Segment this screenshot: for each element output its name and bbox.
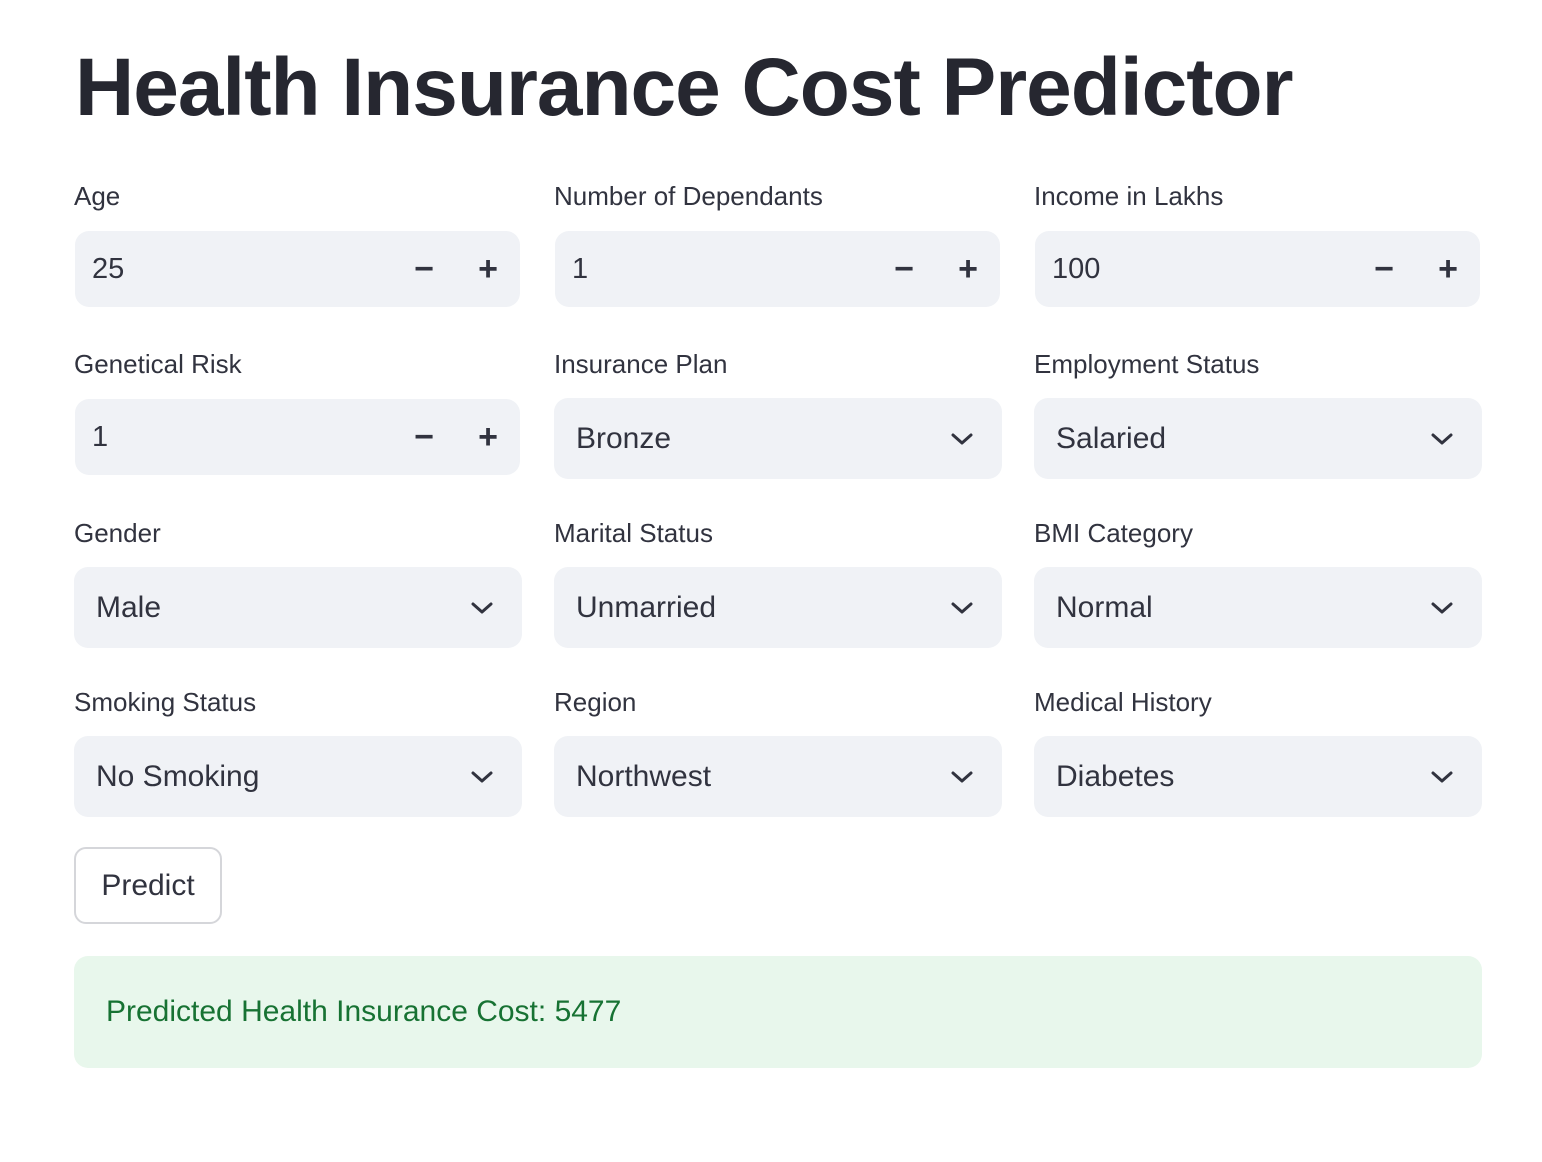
medical-history-value: Diabetes bbox=[1056, 759, 1175, 793]
smoking-status-select[interactable]: No Smoking bbox=[74, 736, 522, 817]
gender-label: Gender bbox=[74, 518, 161, 548]
income-increment-button[interactable]: + bbox=[1438, 249, 1458, 288]
dependants-value[interactable]: 1 bbox=[572, 252, 589, 285]
insurance-plan-select[interactable]: Bronze bbox=[554, 398, 1002, 479]
income-input[interactable]: 100 − + bbox=[1035, 231, 1480, 307]
income-label: Income in Lakhs bbox=[1034, 181, 1224, 211]
predict-button[interactable]: Predict bbox=[74, 847, 222, 924]
income-decrement-button[interactable]: − bbox=[1374, 249, 1394, 288]
income-value[interactable]: 100 bbox=[1052, 252, 1101, 285]
age-value[interactable]: 25 bbox=[92, 252, 125, 285]
medical-history-select[interactable]: Diabetes bbox=[1034, 736, 1482, 817]
chevron-down-icon[interactable] bbox=[1422, 419, 1462, 459]
genetical-risk-field: Genetical Risk 1 − + bbox=[74, 347, 522, 475]
age-decrement-button[interactable]: − bbox=[414, 249, 434, 288]
chevron-down-icon[interactable] bbox=[462, 757, 502, 797]
chevron-down-icon[interactable] bbox=[942, 757, 982, 797]
insurance-plan-field: Insurance Plan Bronze bbox=[554, 347, 1002, 479]
region-value: Northwest bbox=[576, 759, 712, 793]
insurance-plan-label: Insurance Plan bbox=[554, 349, 728, 379]
bmi-category-field: BMI Category Normal bbox=[1034, 516, 1482, 648]
dependants-decrement-button[interactable]: − bbox=[894, 249, 914, 288]
marital-status-label: Marital Status bbox=[554, 518, 713, 548]
region-field: Region Northwest bbox=[554, 685, 1002, 817]
marital-status-value: Unmarried bbox=[576, 590, 717, 624]
medical-history-label: Medical History bbox=[1034, 687, 1212, 717]
chevron-down-icon[interactable] bbox=[1422, 757, 1462, 797]
employment-status-field: Employment Status Salaried bbox=[1034, 347, 1482, 479]
page-title: Health Insurance Cost Predictor bbox=[75, 42, 1294, 133]
region-select[interactable]: Northwest bbox=[554, 736, 1002, 817]
employment-status-label: Employment Status bbox=[1034, 349, 1260, 379]
marital-status-field: Marital Status Unmarried bbox=[554, 516, 1002, 648]
genetical-risk-value[interactable]: 1 bbox=[92, 420, 109, 453]
gender-select[interactable]: Male bbox=[74, 567, 522, 648]
smoking-status-field: Smoking Status No Smoking bbox=[74, 685, 522, 817]
smoking-status-label: Smoking Status bbox=[74, 687, 257, 717]
age-increment-button[interactable]: + bbox=[478, 249, 498, 288]
marital-status-select[interactable]: Unmarried bbox=[554, 567, 1002, 648]
genetical-risk-label: Genetical Risk bbox=[74, 349, 242, 379]
genetical-risk-increment-button[interactable]: + bbox=[478, 417, 498, 456]
prediction-result-text: Predicted Health Insurance Cost: 5477 bbox=[106, 995, 622, 1028]
chevron-down-icon[interactable] bbox=[462, 588, 502, 628]
medical-history-field: Medical History Diabetes bbox=[1034, 685, 1482, 817]
dependants-input[interactable]: 1 − + bbox=[555, 231, 1000, 307]
age-label: Age bbox=[74, 181, 121, 211]
age-input[interactable]: 25 − + bbox=[75, 231, 520, 307]
gender-field: Gender Male bbox=[74, 516, 522, 648]
chevron-down-icon[interactable] bbox=[942, 419, 982, 459]
genetical-risk-decrement-button[interactable]: − bbox=[414, 417, 434, 456]
prediction-result-alert: Predicted Health Insurance Cost: 5477 bbox=[74, 956, 1482, 1068]
employment-status-value: Salaried bbox=[1056, 421, 1167, 455]
genetical-risk-input[interactable]: 1 − + bbox=[75, 399, 520, 475]
region-label: Region bbox=[554, 687, 637, 717]
bmi-category-select[interactable]: Normal bbox=[1034, 567, 1482, 648]
chevron-down-icon[interactable] bbox=[1422, 588, 1462, 628]
bmi-category-label: BMI Category bbox=[1034, 518, 1193, 548]
dependants-field: Number of Dependants 1 − + bbox=[554, 179, 1002, 307]
smoking-status-value: No Smoking bbox=[96, 759, 260, 793]
bmi-category-value: Normal bbox=[1056, 590, 1153, 624]
gender-value: Male bbox=[96, 590, 162, 624]
income-field: Income in Lakhs 100 − + bbox=[1034, 179, 1482, 307]
dependants-label: Number of Dependants bbox=[554, 181, 823, 211]
insurance-plan-value: Bronze bbox=[576, 421, 672, 455]
chevron-down-icon[interactable] bbox=[942, 588, 982, 628]
age-field: Age 25 − + bbox=[74, 179, 522, 307]
employment-status-select[interactable]: Salaried bbox=[1034, 398, 1482, 479]
dependants-increment-button[interactable]: + bbox=[958, 249, 978, 288]
